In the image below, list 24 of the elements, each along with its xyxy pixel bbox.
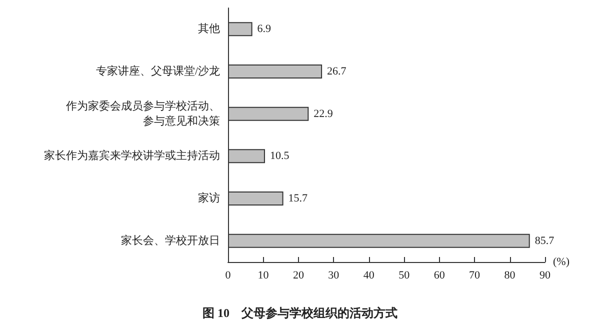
y-tick-label: 家访 xyxy=(198,192,220,204)
x-axis-title: (%) xyxy=(553,256,570,268)
x-tick-label: 20 xyxy=(292,270,304,282)
x-tick-label: 30 xyxy=(328,270,340,282)
y-tick-label: 其他 xyxy=(198,22,220,36)
x-tick-label: 40 xyxy=(363,270,375,282)
x-tick-label: 70 xyxy=(469,270,481,282)
data-label: 85.7 xyxy=(534,234,555,247)
x-tick-label: 0 xyxy=(225,270,232,282)
x-tick-label: 90 xyxy=(540,270,551,282)
data-label: 6.9 xyxy=(257,23,272,36)
x-tick-label: 10 xyxy=(258,270,270,282)
data-label: 22.9 xyxy=(314,108,334,120)
data-label: 26.7 xyxy=(327,66,347,78)
text: 图 10 父母参与学校组织的活动方式 xyxy=(202,306,398,320)
data-label: 10.5 xyxy=(270,150,290,162)
y-tick-label: 家长作为嘉宾来学校讲学或主持活动 xyxy=(44,149,220,162)
y-tick-label: 专家讲座、父母课堂/沙龙 xyxy=(96,64,220,78)
x-tick-label: 80 xyxy=(504,270,516,282)
x-tick-label: 60 xyxy=(434,270,446,282)
y-tick-label: 家长会、学校开放日 xyxy=(121,234,220,247)
data-label: 15.7 xyxy=(288,192,308,204)
y-tick-label: 作为家委会成员参与学校活动、参与意见和决策 xyxy=(65,99,220,128)
x-tick-label: 50 xyxy=(398,270,410,282)
